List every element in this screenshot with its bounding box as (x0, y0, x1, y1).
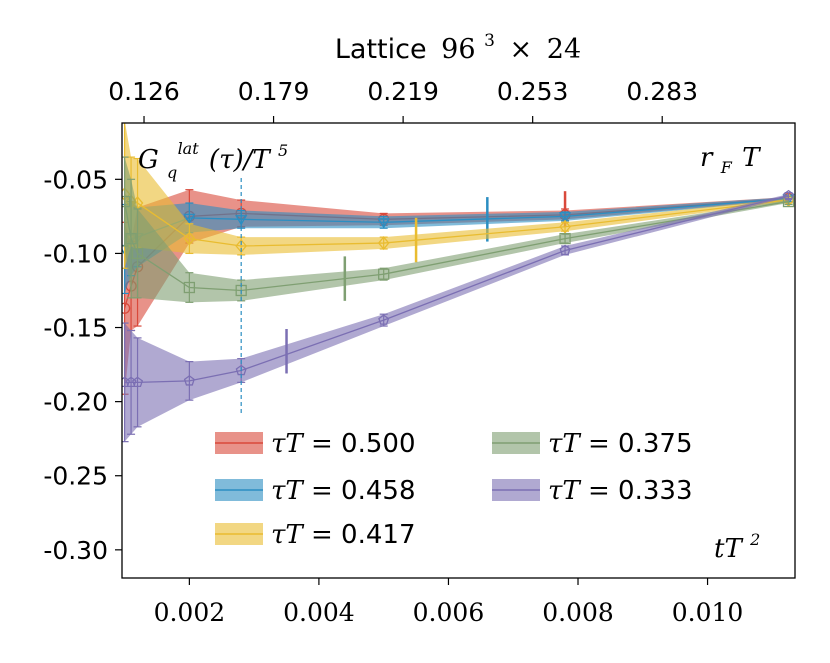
legend-value-2: 0.417 (341, 520, 415, 550)
series-line-3 (123, 200, 789, 292)
legend-item-0: τT = 0.500 (215, 429, 415, 459)
data-point-2-5 (377, 236, 390, 251)
data-point-2-4 (235, 238, 248, 254)
legend-label-2: τT = 0.417 (271, 520, 415, 550)
top-tick-label-2: 0.219 (367, 77, 439, 106)
legend-prefix-4: τT = (548, 476, 618, 506)
chart-title: Lattice 96 3 × 24 (335, 22, 581, 65)
data-point-4-0 (122, 376, 131, 388)
data-point-3-0 (122, 195, 131, 208)
y-axis-label-sub: q (167, 163, 177, 182)
x-axis-label: tT 2 (714, 530, 760, 564)
data-point-1-6 (558, 212, 572, 223)
y-tick-label-2: -0.15 (43, 314, 108, 343)
x-tick-label-2: 0.006 (413, 598, 485, 627)
data-point-1-5 (377, 218, 390, 229)
x-axis-label-exp: 2 (749, 530, 760, 549)
top-tick-label-1: 0.179 (238, 77, 310, 106)
y-tick-label-1: -0.10 (43, 239, 108, 268)
y-tick-label-4: -0.25 (43, 462, 108, 491)
rf-annotation: r F T (700, 143, 761, 180)
legend-label-1: τT = 0.458 (271, 476, 415, 506)
legend-item-2: τT = 0.417 (215, 520, 415, 550)
data-point-2-6 (559, 219, 571, 234)
data-point-3-3 (183, 281, 196, 294)
series-4 (122, 189, 795, 443)
top-tick-label-0: 0.126 (108, 77, 180, 106)
data-point-4-1 (125, 376, 137, 388)
legend-label-4: τT = 0.333 (548, 476, 692, 506)
y-tick-label-3: -0.20 (43, 388, 108, 417)
y-axis-label: G q lat (τ)/T 5 (138, 131, 288, 185)
top-tick-label-4: 0.283 (626, 77, 698, 106)
chart-title-exp: 3 (484, 31, 495, 51)
plot-layer: 0.002 0.004 0.006 0.008 0.010 -0.05 -0.10 -0.15… (43, 77, 796, 627)
x-tick-label-4: 0.010 (672, 598, 744, 627)
data-point-4-3 (183, 375, 195, 386)
legend-prefix-1: τT = (271, 476, 341, 506)
data-point-1-3 (183, 213, 196, 225)
legend-prefix-3: τT = (548, 429, 618, 459)
y-axis-label-exp: 5 (278, 141, 288, 160)
y-tick-label-5: -0.30 (43, 536, 108, 565)
y-tick-label-0: -0.05 (43, 165, 108, 194)
series-band-1 (124, 197, 789, 294)
data-point-3-6 (559, 232, 571, 245)
chart-title-nt: 24 (547, 34, 581, 65)
legend-prefix-2: τT = (271, 520, 341, 550)
y-axis-label-G: G (138, 145, 159, 175)
data-point-4-7 (783, 189, 795, 201)
chart-title-prefix: Lattice (335, 34, 427, 65)
legend-value-1: 0.458 (341, 476, 415, 506)
legend-label-0: τT = 0.500 (271, 429, 415, 459)
legend-prefix-0: τT = (271, 429, 341, 459)
y-axis-label-tau: (τ)/T (209, 145, 271, 175)
chart-title-times: × (510, 34, 533, 65)
series-3 (122, 156, 795, 303)
plot-frame (121, 122, 796, 579)
series-2 (122, 123, 795, 269)
rf-annotation-r: r (700, 143, 714, 173)
x-axis-label-base: tT (714, 534, 743, 564)
chart-title-lattice: 96 (441, 34, 475, 65)
data-point-3-1 (125, 232, 137, 245)
legend-value-4: 0.333 (618, 476, 692, 506)
top-tick-label-3: 0.253 (497, 77, 569, 106)
series-band-2 (124, 123, 789, 269)
x-tick-label-1: 0.004 (283, 598, 355, 627)
data-point-4-6 (559, 244, 571, 256)
data-point-0-0 (122, 302, 131, 314)
x-tick-label-3: 0.008 (542, 598, 614, 627)
y-axis-label-sup: lat (178, 139, 200, 158)
data-point-4-2 (132, 376, 144, 388)
data-point-2-3 (183, 231, 196, 246)
data-point-3-5 (378, 268, 390, 280)
legend-item-4: τT = 0.333 (492, 476, 692, 506)
data-point-4-5 (378, 314, 390, 325)
rf-annotation-T: T (742, 143, 761, 173)
data-point-3-2 (131, 247, 144, 260)
plot-area (122, 123, 795, 443)
legend-label-3: τT = 0.375 (548, 429, 692, 459)
legend-item-3: τT = 0.375 (492, 429, 692, 459)
legend-item-1: τT = 0.458 (215, 476, 415, 506)
rf-annotation-sub: F (720, 158, 733, 177)
legend-value-0: 0.500 (341, 429, 415, 459)
series-line-4 (124, 194, 789, 384)
x-tick-label-0: 0.002 (154, 598, 226, 627)
legend-value-3: 0.375 (618, 429, 692, 459)
